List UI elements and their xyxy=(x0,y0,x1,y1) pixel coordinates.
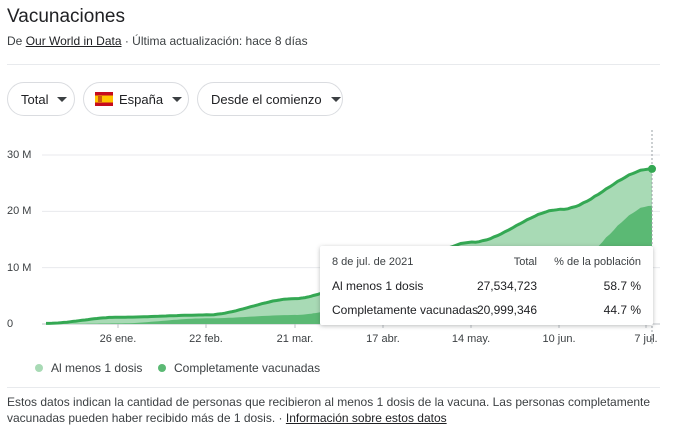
tooltip-row-label: Al menos 1 dosis xyxy=(332,279,424,293)
footer-sep: · xyxy=(278,411,283,425)
x-tick-label: 21 mar. xyxy=(276,333,314,345)
x-tick-label: 14 may. xyxy=(451,333,491,345)
chevron-down-icon xyxy=(330,96,341,102)
metric-dropdown-label: Total xyxy=(21,91,49,107)
tooltip-row-total: 27,534,723 xyxy=(476,279,537,293)
last-updated: · Última actualización: hace 8 días xyxy=(124,34,308,48)
latest-data-point xyxy=(648,164,656,173)
tooltip-row-total: 20,999,346 xyxy=(476,303,537,317)
legend-swatch xyxy=(158,364,166,372)
metric-dropdown[interactable]: Total xyxy=(7,82,75,116)
source-link[interactable]: Our World in Data xyxy=(25,34,122,48)
spain-flag-icon xyxy=(95,92,113,106)
top-divider xyxy=(7,64,660,65)
x-tick-label: 17 abr. xyxy=(366,333,400,345)
footer-divider xyxy=(7,387,660,388)
chevron-down-icon xyxy=(57,96,68,102)
x-tick-label: 26 ene. xyxy=(99,333,137,345)
legend-item-at-least-one[interactable]: Al menos 1 dosis xyxy=(35,361,142,375)
tooltip-col-pct: % de la población xyxy=(554,256,641,268)
legend-label: Al menos 1 dosis xyxy=(51,361,143,375)
source-line: De Our World in Data · Última actualizac… xyxy=(7,34,308,48)
range-dropdown-label: Desde el comienzo xyxy=(211,91,322,107)
page-title: Vacunaciones xyxy=(7,6,125,27)
country-dropdown[interactable]: España xyxy=(83,82,189,116)
country-dropdown-label: España xyxy=(119,91,164,107)
y-tick-label: 20 M xyxy=(7,205,32,217)
footer-note: Estos datos indican la cantidad de perso… xyxy=(7,394,657,426)
data-tooltip: 8 de jul. de 2021 Total % de la població… xyxy=(320,246,653,325)
y-tick-label: 10 M xyxy=(7,262,32,274)
legend-label: Completamente vacunadas xyxy=(174,361,321,375)
x-tick-label: 22 feb. xyxy=(189,333,223,345)
about-data-link[interactable]: Información sobre estos datos xyxy=(285,411,447,425)
y-tick-label: 30 M xyxy=(7,149,32,161)
tooltip-row-pct: 44.7 % xyxy=(603,303,641,317)
source-prefix: De xyxy=(7,34,23,48)
range-dropdown[interactable]: Desde el comienzo xyxy=(197,82,343,116)
chevron-down-icon xyxy=(172,96,183,102)
x-tick-label: 7 jul. xyxy=(634,333,658,345)
legend-item-fully[interactable]: Completamente vacunadas xyxy=(158,361,320,375)
tooltip-col-total: Total xyxy=(513,256,537,268)
y-tick-label: 0 xyxy=(7,318,14,330)
tooltip-row-label: Completamente vacunadas xyxy=(332,303,479,317)
tooltip-row-pct: 58.7 % xyxy=(603,279,641,293)
x-tick-label: 10 jun. xyxy=(542,333,576,345)
footer-text: Estos datos indican la cantidad de perso… xyxy=(7,395,651,425)
legend-swatch xyxy=(35,364,43,372)
tooltip-date: 8 de jul. de 2021 xyxy=(332,256,414,268)
